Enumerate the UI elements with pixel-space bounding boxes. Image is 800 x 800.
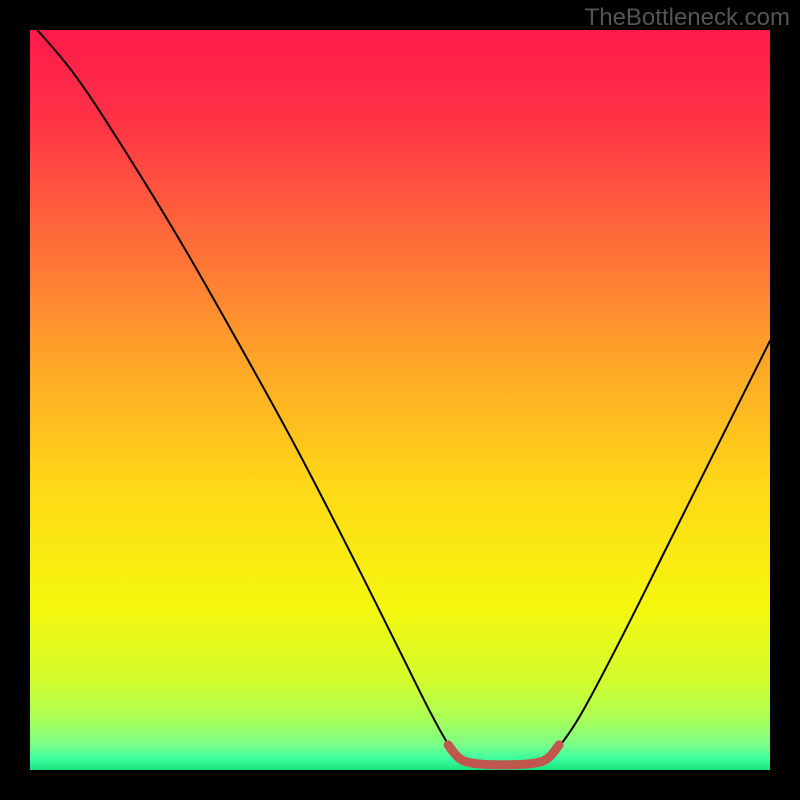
plot-svg	[30, 30, 770, 770]
plot-area	[30, 30, 770, 770]
chart-frame: TheBottleneck.com	[0, 0, 800, 800]
watermark-text: TheBottleneck.com	[585, 4, 790, 32]
gradient-background	[30, 30, 770, 770]
